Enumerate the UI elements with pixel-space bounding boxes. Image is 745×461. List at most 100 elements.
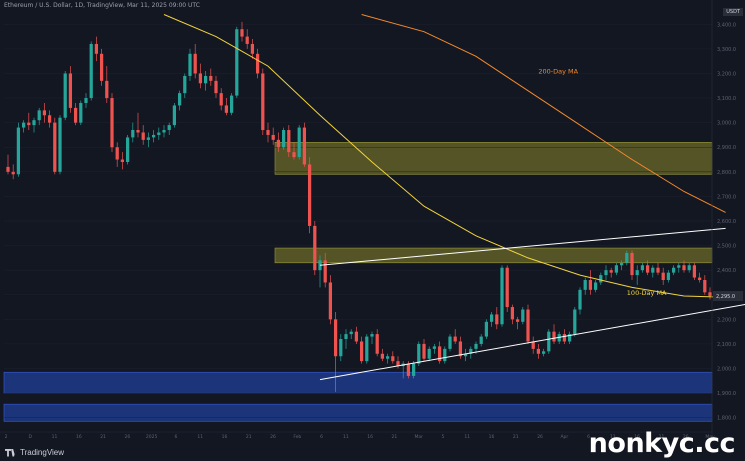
candle-body-116 bbox=[609, 270, 613, 273]
candle-body-135 bbox=[708, 292, 712, 296]
candle-body-25 bbox=[136, 130, 140, 133]
time-tick-1: D bbox=[29, 434, 33, 440]
candle-body-92 bbox=[484, 321, 489, 337]
candle-body-0 bbox=[6, 166, 10, 172]
candle-body-69 bbox=[365, 336, 369, 362]
price-tick-14: 2,000.0 bbox=[717, 367, 736, 373]
price-axis[interactable]: 3,400.0 3,300.0 3,200.0 3,100.0 3,000.0 2,900… bbox=[711, 0, 743, 440]
candle-body-50 bbox=[266, 130, 270, 135]
price-tick-6: 2,800.0 bbox=[717, 170, 736, 176]
candle-body-68 bbox=[359, 341, 364, 362]
candle-body-64 bbox=[339, 339, 343, 357]
candle-body-104 bbox=[547, 331, 551, 352]
candle-body-114 bbox=[599, 275, 603, 283]
annotation-label-0: 200-Day MA bbox=[538, 67, 578, 75]
time-tick-6: 2025 bbox=[146, 434, 158, 440]
candle-body-7 bbox=[42, 110, 47, 116]
time-tick-20: 16 bbox=[489, 434, 495, 440]
candle-body-101 bbox=[531, 341, 535, 349]
candle-body-29 bbox=[157, 132, 161, 135]
candle-body-23 bbox=[125, 137, 130, 162]
candle-body-52 bbox=[276, 139, 281, 148]
candle-body-42 bbox=[224, 105, 229, 113]
candle-body-127 bbox=[666, 272, 671, 281]
candle-body-80 bbox=[422, 343, 426, 359]
tradingview-logo-text: TradingView bbox=[20, 448, 65, 457]
candle-body-123 bbox=[645, 265, 650, 273]
candle-body-35 bbox=[188, 53, 192, 76]
supply-zone-1 bbox=[274, 247, 713, 264]
candle-body-79 bbox=[417, 343, 421, 364]
candle-body-4 bbox=[27, 122, 31, 126]
demand-zone-2 bbox=[3, 371, 713, 394]
price-tick-16: 1,800.0 bbox=[717, 416, 736, 422]
candle-body-122 bbox=[640, 265, 645, 271]
tradingview-logo[interactable]: TradingView bbox=[5, 448, 64, 457]
candle-body-54 bbox=[287, 130, 291, 153]
candle-body-87 bbox=[458, 341, 463, 357]
candle-body-32 bbox=[172, 105, 177, 126]
time-tick-8: 11 bbox=[197, 434, 203, 440]
candle-body-21 bbox=[115, 147, 119, 160]
time-tick-19: 11 bbox=[464, 434, 470, 440]
candle-body-38 bbox=[203, 75, 208, 84]
candle-body-8 bbox=[47, 115, 52, 123]
wedge-lower-line bbox=[319, 304, 745, 381]
candle-body-113 bbox=[593, 282, 598, 290]
candle-body-40 bbox=[214, 80, 218, 94]
demand-zone-3 bbox=[3, 403, 713, 422]
candle-body-132 bbox=[692, 265, 697, 278]
time-tick-15: 16 bbox=[367, 434, 373, 440]
time-tick-17: Mar bbox=[414, 434, 423, 440]
candle-body-27 bbox=[146, 137, 151, 140]
time-tick-23: Apr bbox=[560, 434, 568, 440]
time-tick-26: 16 bbox=[634, 434, 640, 440]
candle-body-82 bbox=[432, 346, 437, 349]
time-axis[interactable]: 2 D 11 16 21 26 2025 6 11 16 21 26 Feb 6 11 16 21 Mar 5 11 1… bbox=[0, 431, 715, 440]
time-tick-14: 11 bbox=[343, 434, 349, 440]
moving-averages bbox=[163, 14, 726, 298]
candle-body-1 bbox=[11, 171, 15, 175]
candle-body-5 bbox=[32, 120, 36, 126]
tradingview-logo-icon bbox=[5, 449, 16, 457]
candle-body-133 bbox=[697, 277, 702, 281]
candle-body-115 bbox=[604, 270, 608, 276]
symbol-info: Ethereum / U.S. Dollar, 1D, TradingView,… bbox=[4, 2, 200, 9]
candle-body-119 bbox=[625, 252, 629, 263]
candle-body-117 bbox=[614, 265, 619, 273]
candle-body-103 bbox=[541, 351, 546, 354]
candle-body-111 bbox=[583, 280, 587, 290]
candle-body-2 bbox=[16, 127, 21, 175]
candle-body-121 bbox=[635, 270, 639, 276]
candle-body-31 bbox=[167, 125, 171, 131]
candle-body-74 bbox=[391, 356, 395, 362]
candle-body-71 bbox=[375, 334, 379, 354]
candle-body-24 bbox=[131, 130, 135, 138]
price-tick-3: 3,100.0 bbox=[717, 96, 736, 102]
candle-body-97 bbox=[510, 307, 515, 320]
candle-body-3 bbox=[21, 122, 26, 128]
candle-body-33 bbox=[177, 93, 182, 106]
price-tick-5: 2,900.0 bbox=[717, 145, 736, 151]
candle-body-57 bbox=[302, 127, 307, 165]
price-tick-0: 3,400.0 bbox=[717, 22, 736, 28]
price-tick-1: 3,300.0 bbox=[717, 47, 736, 53]
candle-body-37 bbox=[198, 73, 203, 84]
time-tick-10: 21 bbox=[246, 434, 252, 440]
candle-body-60 bbox=[318, 260, 322, 271]
time-tick-25: 11 bbox=[610, 434, 616, 440]
candle-body-6 bbox=[37, 110, 41, 121]
site-watermark: nonkyc.cc bbox=[588, 428, 736, 459]
candle-body-59 bbox=[313, 225, 317, 271]
candle-body-120 bbox=[630, 252, 634, 276]
time-tick-22: 26 bbox=[537, 434, 543, 440]
price-tick-4: 3,000.0 bbox=[717, 121, 736, 127]
supply-zone-0 bbox=[274, 142, 713, 175]
candle-body-46 bbox=[245, 36, 249, 44]
candle-body-62 bbox=[328, 282, 333, 320]
annotations: 200-Day MA 100-Day MA bbox=[538, 67, 667, 296]
candle-body-89 bbox=[469, 348, 473, 354]
candle-body-45 bbox=[240, 29, 244, 37]
time-tick-9: 16 bbox=[222, 434, 228, 440]
